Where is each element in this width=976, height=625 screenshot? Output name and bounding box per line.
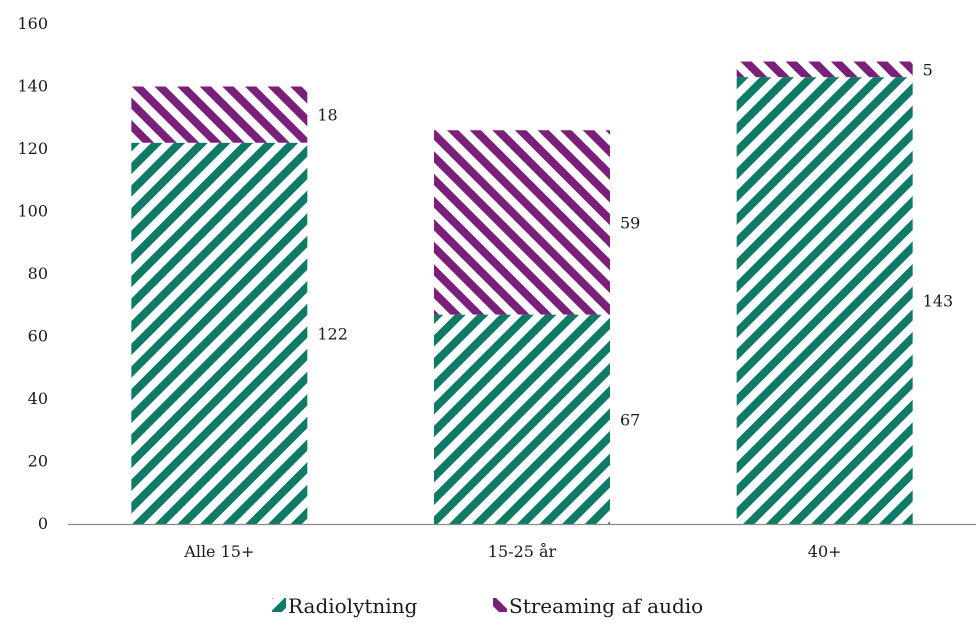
legend-label: Radiolytning <box>288 594 418 618</box>
data-label: 143 <box>923 292 954 311</box>
legend: Radiolytning Streaming af audio <box>272 594 703 618</box>
data-labels: 122 18 67 59 143 5 <box>317 60 953 429</box>
x-tick-label: 15-25 år <box>488 542 557 561</box>
x-axis: Alle 15+ 15-25 år 40+ <box>68 523 976 561</box>
legend-label: Streaming af audio <box>509 594 703 618</box>
data-label: 67 <box>620 410 640 429</box>
x-tick-label: 40+ <box>808 542 842 561</box>
bar-segment-streaming <box>131 86 308 143</box>
bar-segment-radiolytning <box>131 142 308 524</box>
x-tick-label: Alle 15+ <box>183 542 254 561</box>
y-tick-label: 60 <box>28 327 48 346</box>
data-label: 18 <box>317 106 337 125</box>
bar-segment-radiolytning <box>736 77 913 524</box>
y-tick-label: 120 <box>17 139 48 158</box>
bar-segment-radiolytning <box>434 314 610 524</box>
y-tick-label: 160 <box>17 14 48 33</box>
y-tick-label: 80 <box>28 264 48 283</box>
legend-swatch <box>493 598 507 612</box>
y-tick-label: 20 <box>28 452 48 471</box>
bar-segment-streaming <box>434 130 610 315</box>
y-tick-label: 100 <box>17 202 48 221</box>
y-tick-label: 140 <box>17 77 48 96</box>
data-label: 5 <box>923 60 933 79</box>
legend-item-streaming: Streaming af audio <box>493 594 703 618</box>
legend-swatch <box>272 598 286 612</box>
y-axis: 0 20 40 60 80 100 120 140 160 <box>17 14 48 533</box>
data-label: 59 <box>620 213 640 232</box>
y-tick-label: 40 <box>28 389 48 408</box>
legend-item-radiolytning: Radiolytning <box>272 594 418 618</box>
bar-segment-streaming <box>736 61 913 78</box>
bars <box>131 61 913 524</box>
data-label: 122 <box>317 324 348 343</box>
y-tick-label: 0 <box>38 514 48 533</box>
